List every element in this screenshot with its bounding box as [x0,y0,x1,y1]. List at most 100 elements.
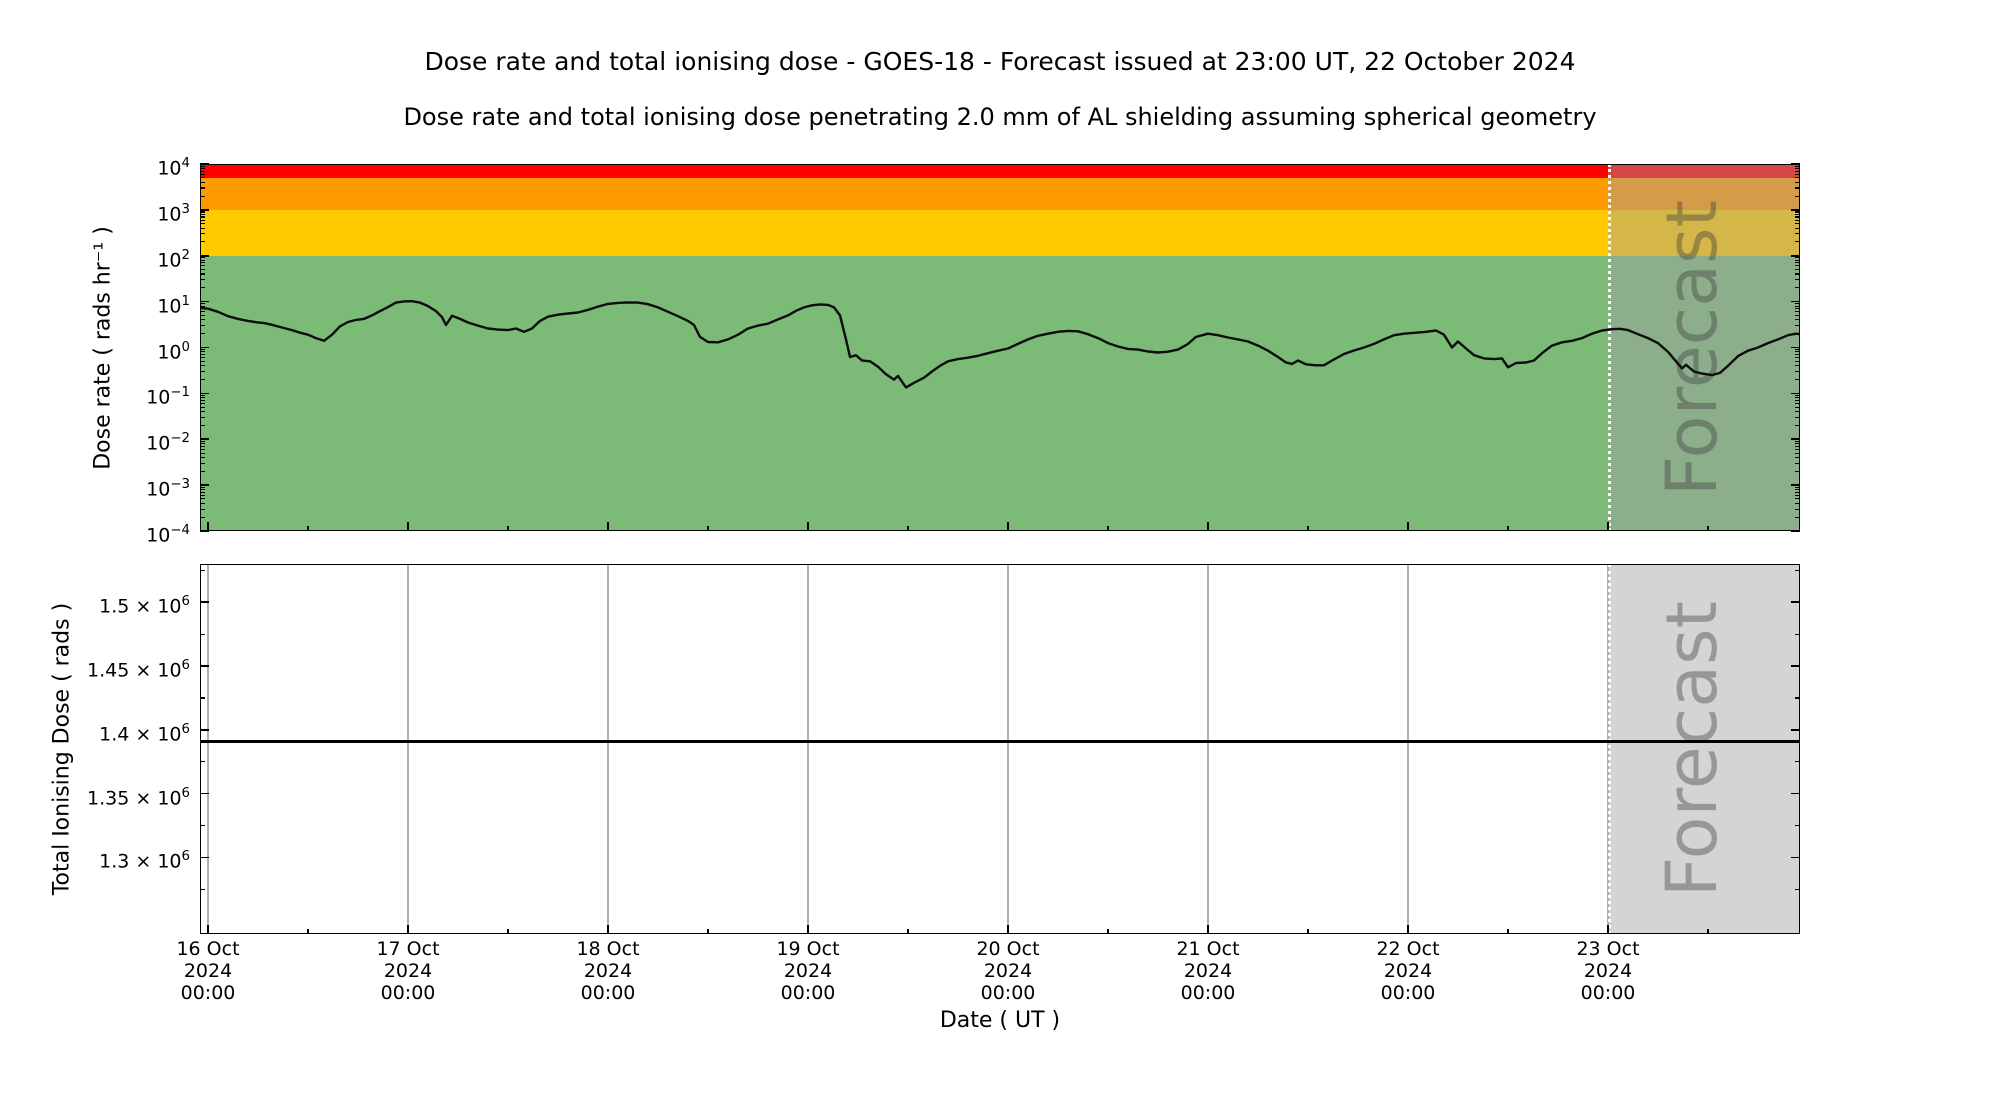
tick-mark [807,522,809,531]
tick-mark [1795,394,1800,397]
tick-mark [1407,925,1409,934]
tick-mark [200,187,205,189]
tick-mark [200,305,205,307]
tick-mark [200,424,205,426]
day-gridline [1207,564,1209,934]
tick-mark [200,761,205,763]
tick-mark [200,633,205,635]
tick-mark [1795,308,1800,310]
tick-mark [1795,223,1800,225]
ytick-label: 1.35 × 106 [87,785,190,809]
tick-mark [200,792,209,795]
tick-mark [1795,403,1800,405]
tick-mark [200,211,205,213]
tick-mark [207,522,209,531]
tick-mark [1795,569,1800,571]
tick-mark [1791,438,1800,441]
tick-mark [200,448,205,450]
date-tick-label: 21 Oct 2024 00:00 [1176,938,1240,1004]
tick-mark [1795,219,1800,221]
date-tick-label: 20 Oct 2024 00:00 [976,938,1040,1004]
date-tick-label: 17 Oct 2024 00:00 [376,938,440,1004]
tick-mark [1795,279,1800,281]
tick-mark [200,213,205,215]
day-gridline [807,564,809,934]
tick-mark [200,825,205,827]
panel-border [200,564,1800,934]
tick-mark [1795,470,1800,472]
tick-mark [1795,502,1800,504]
tick-mark [1795,314,1800,316]
tick-mark [200,438,209,441]
tick-mark [1795,633,1800,635]
tick-mark [200,440,205,442]
tick-mark [1307,929,1309,934]
tick-mark [200,354,205,356]
tick-mark [200,392,209,395]
tick-mark [1791,530,1800,532]
tick-mark [1795,333,1800,335]
band-red [200,164,1800,178]
tick-mark [1795,269,1800,271]
day-gridline [207,564,209,934]
tick-mark [1607,522,1609,531]
tick-mark [1795,165,1800,167]
forecast-region-overlay [1608,164,1800,531]
tick-mark [200,491,205,493]
forecast-region-overlay [1608,564,1800,934]
date-tick-label: 19 Oct 2024 00:00 [776,938,840,1004]
tick-mark [200,484,209,486]
tick-mark [200,273,205,275]
tick-mark [1791,300,1800,303]
tick-mark [200,223,205,225]
tick-mark [1791,254,1800,257]
tick-mark [200,219,205,221]
tick-mark [1795,697,1800,699]
tick-mark [1791,665,1800,667]
tick-mark [1795,424,1800,426]
tick-mark [200,502,205,504]
tick-mark [207,925,209,934]
tick-mark [200,319,205,321]
tick-mark [907,929,909,934]
tid-panel: Forecast [200,564,1800,934]
tick-mark [200,279,205,281]
tick-mark [1795,416,1800,418]
tick-mark [1795,177,1800,179]
tick-mark [1507,929,1509,934]
tick-mark [200,416,205,418]
tick-mark [1791,209,1800,211]
tick-mark [200,445,205,447]
tick-mark [607,925,609,934]
tick-mark [1791,601,1800,604]
tick-mark [200,452,205,454]
tick-mark [307,929,309,934]
tick-mark [507,929,509,934]
tick-mark [1791,856,1800,859]
tick-mark [200,406,205,408]
tick-mark [1795,213,1800,215]
tick-mark [200,303,205,305]
tick-mark [200,403,205,405]
tick-mark [200,351,205,353]
ytick-label: 103 [157,201,190,226]
tick-mark [200,486,205,488]
ytick-label: 104 [157,156,190,180]
tick-mark [1795,349,1800,351]
tick-mark [200,262,205,264]
tick-mark [200,177,205,179]
tick-mark [200,163,209,165]
tick-mark [200,333,205,335]
tick-mark [307,526,309,531]
tick-mark [1795,825,1800,827]
page-subtitle: Dose rate and total ionising dose penetr… [403,103,1597,131]
tick-mark [1795,303,1800,305]
tick-mark [1795,489,1800,491]
tick-mark [1407,522,1409,531]
tick-mark [1007,522,1009,531]
total-dose-line [200,740,1800,743]
tick-mark [1791,792,1800,795]
tick-mark [707,929,709,934]
tick-mark [1795,305,1800,307]
ytick-label: 1.5 × 106 [99,594,190,618]
